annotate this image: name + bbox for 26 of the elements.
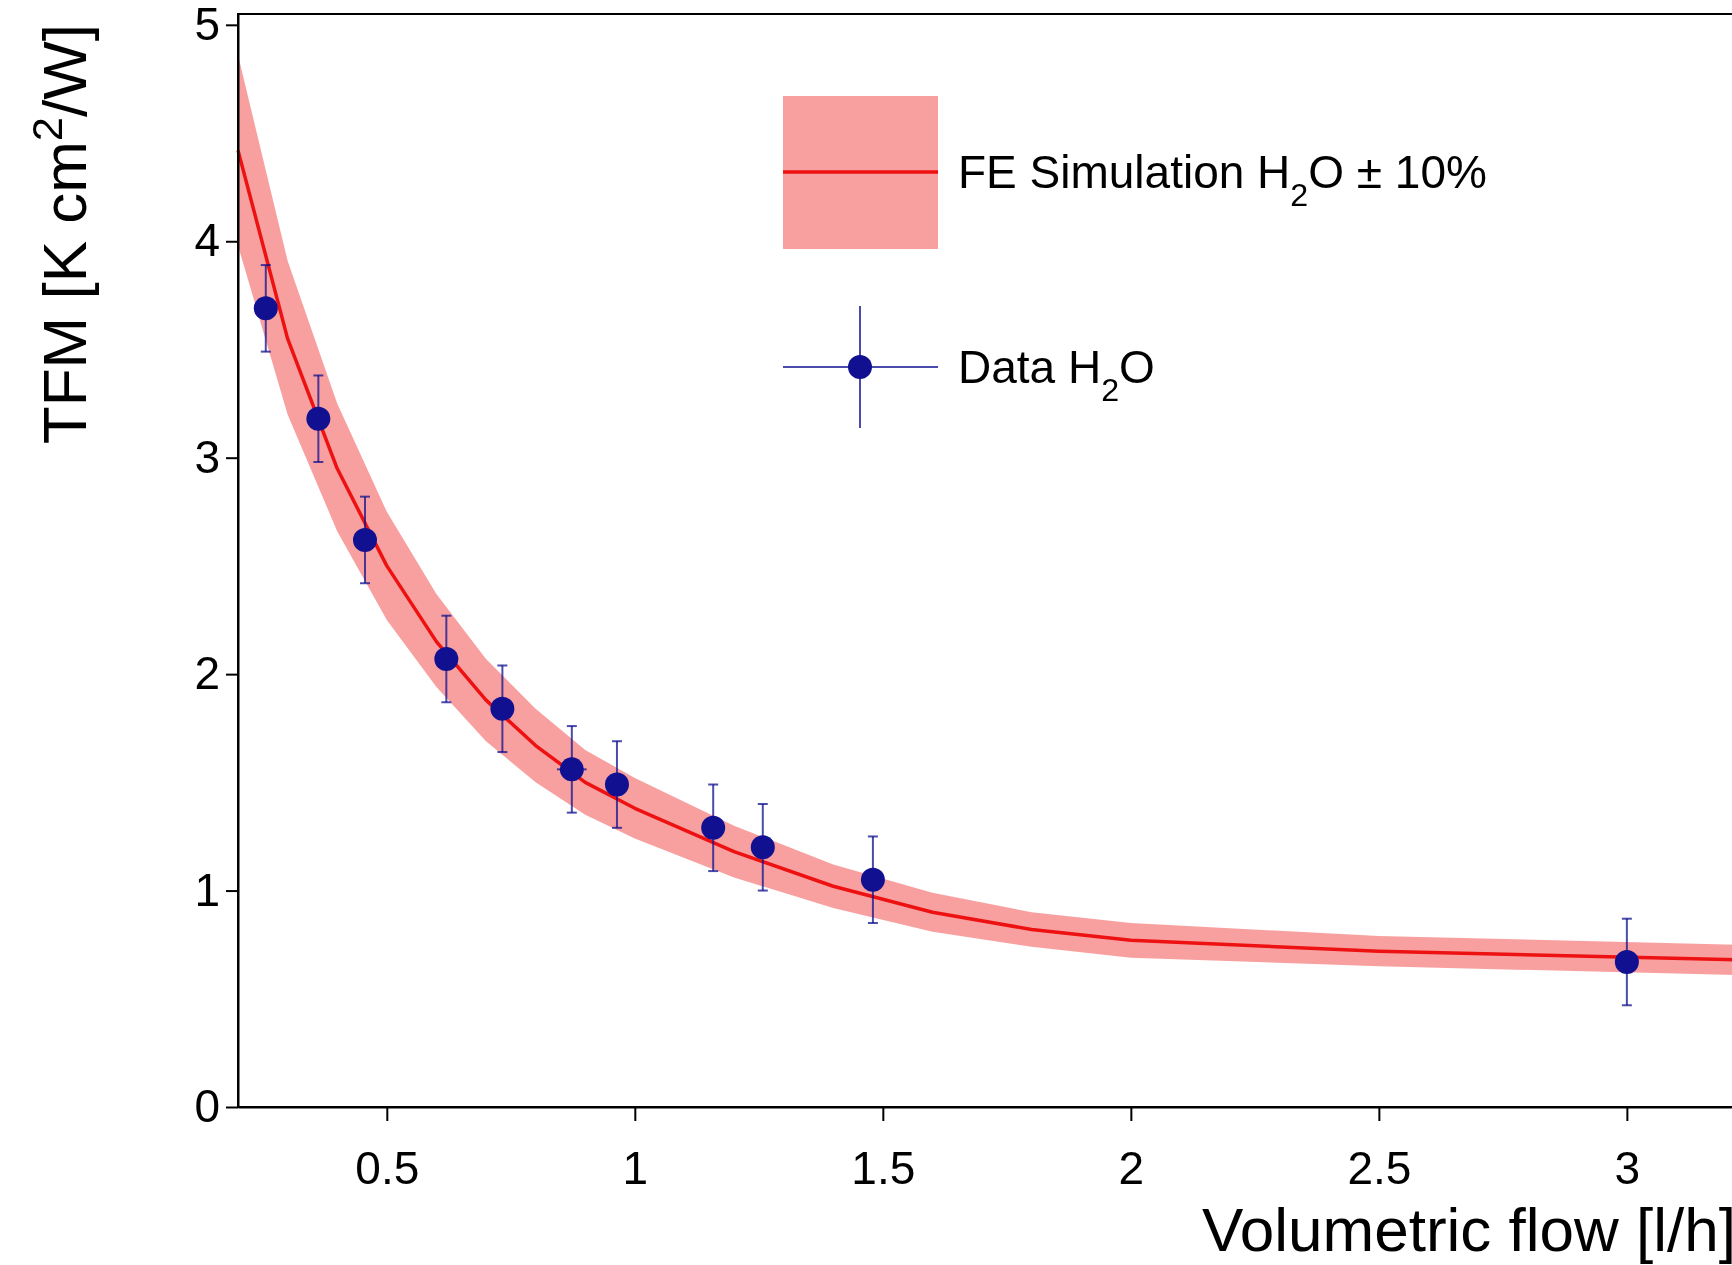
y-tick-label: 4 <box>194 214 220 267</box>
point <box>604 772 629 797</box>
point <box>750 835 775 860</box>
point <box>352 527 377 552</box>
point <box>490 696 515 721</box>
y-tick-label: 2 <box>194 647 220 700</box>
x-tick-label: 1 <box>622 1141 649 1194</box>
legend-label: FE Simulation H$_{2}$O ± 10% <box>958 146 1487 213</box>
x-tick-label: 3 <box>1614 1141 1641 1194</box>
point <box>253 296 278 321</box>
x-tick-label: 2.5 <box>1347 1141 1412 1194</box>
point <box>701 815 726 840</box>
point <box>434 646 459 671</box>
point <box>1614 949 1639 974</box>
y-tick-label: 0 <box>194 1080 220 1133</box>
y-tick-label: 5 <box>194 0 220 51</box>
point <box>860 867 885 892</box>
y-tick-label: 3 <box>194 430 220 483</box>
y-tick-label: 1 <box>194 863 220 916</box>
point <box>306 406 331 431</box>
x-tick-label: 0.5 <box>355 1141 420 1194</box>
x-tick-label: 2 <box>1118 1141 1145 1194</box>
legend-label: Data H$_{2}$O <box>958 341 1155 408</box>
x-axis-title: Volumetric flow [l/h] <box>1201 1195 1732 1264</box>
point <box>559 757 584 782</box>
x-tick-label: 1.5 <box>851 1141 916 1194</box>
